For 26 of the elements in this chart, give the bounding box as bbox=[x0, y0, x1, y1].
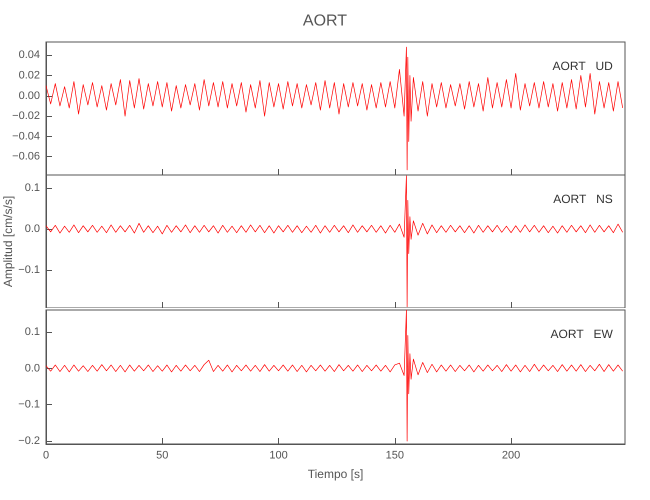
line-series bbox=[46, 46, 624, 170]
annotation: AORT UD bbox=[552, 59, 614, 73]
chart-title: AORT bbox=[302, 12, 348, 30]
y-tick-label: −0.2 bbox=[18, 435, 40, 448]
y-tick-label: 0.0 bbox=[24, 362, 40, 374]
y-tick-label: 0.1 bbox=[24, 182, 40, 194]
y-tick-label: −0.1 bbox=[18, 398, 40, 411]
annotation: AORT EW bbox=[550, 327, 614, 341]
y-tick-label: −0.04 bbox=[12, 130, 40, 142]
x-tick-label: 150 bbox=[386, 450, 404, 462]
annotation: AORT NS bbox=[553, 192, 613, 206]
y-tick-label: 0.00 bbox=[18, 90, 40, 102]
line-series bbox=[46, 310, 624, 442]
x-axis-title: Tiempo [s] bbox=[308, 467, 364, 481]
y-tick-label: 0.02 bbox=[18, 70, 40, 82]
y-axis-title: Amplitud [cm/s/s] bbox=[1, 196, 15, 288]
y-tick-label: −0.02 bbox=[12, 110, 40, 122]
y-tick-label: 0.0 bbox=[24, 223, 40, 236]
y-tick-label: 0.04 bbox=[18, 49, 40, 62]
y-tick-label: −0.1 bbox=[18, 264, 40, 276]
x-tick-label: 100 bbox=[269, 450, 288, 462]
x-tick-label: 200 bbox=[502, 450, 520, 462]
x-tick-label: 0 bbox=[42, 450, 50, 462]
y-tick-label: −0.06 bbox=[12, 150, 40, 163]
y-tick-label: 0.1 bbox=[24, 326, 40, 338]
x-tick-label: 50 bbox=[156, 450, 168, 462]
